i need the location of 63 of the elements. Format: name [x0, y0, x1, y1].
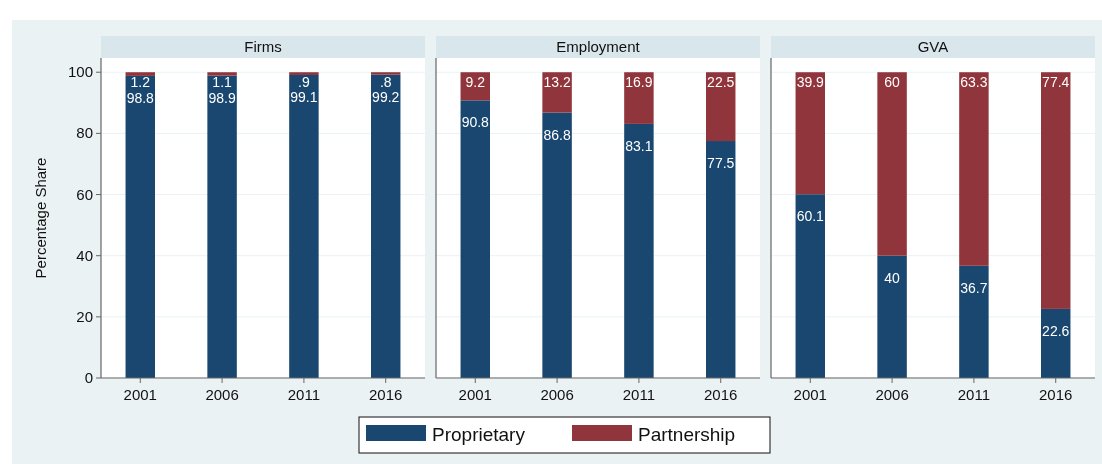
data-label: 16.9 — [625, 74, 653, 91]
bar — [959, 265, 989, 378]
bar — [460, 100, 490, 378]
data-label: 98.9 — [208, 89, 236, 106]
x-tick-label: 2006 — [875, 386, 909, 403]
chart-title: Employment — [556, 38, 641, 55]
data-label: 22.5 — [707, 74, 735, 91]
legend-label: Proprietary — [432, 424, 526, 445]
bar — [877, 72, 907, 256]
bar — [959, 72, 989, 266]
x-tick-label: 2016 — [369, 386, 403, 403]
data-label: 83.1 — [625, 137, 653, 154]
data-label: 22.6 — [1042, 322, 1070, 339]
y-tick-label: 100 — [67, 63, 93, 81]
y-tick-label: 40 — [76, 246, 93, 264]
x-tick-label: 2006 — [540, 386, 574, 403]
data-label: 40 — [884, 269, 901, 286]
data-label: 63.3 — [960, 74, 988, 91]
y-axis-title: Percentage Share — [32, 157, 49, 279]
y-tick-label: 60 — [76, 185, 93, 203]
data-label: 60 — [884, 74, 901, 91]
data-label: 13.2 — [543, 74, 571, 91]
data-label: 77.5 — [707, 155, 735, 172]
data-label: 1.2 — [130, 74, 151, 91]
bar — [1041, 72, 1071, 309]
data-label: 86.8 — [543, 126, 571, 143]
y-tick-label: 20 — [76, 307, 93, 325]
bar — [542, 112, 572, 378]
data-label: 36.7 — [960, 279, 988, 296]
data-label: 1.1 — [212, 74, 233, 91]
y-tick-label: 80 — [76, 124, 93, 142]
x-tick-label: 2011 — [287, 386, 321, 403]
data-label: 90.8 — [461, 114, 490, 131]
x-tick-label: 2011 — [622, 386, 656, 403]
bar — [624, 123, 654, 378]
data-label: 60.1 — [796, 208, 825, 225]
x-tick-label: 2016 — [1039, 386, 1073, 403]
x-tick-label: 2001 — [793, 386, 827, 403]
bar — [706, 72, 736, 142]
chart-title: Firms — [244, 38, 282, 55]
x-tick-label: 2001 — [458, 386, 492, 403]
legend-label: Partnership — [638, 424, 736, 445]
x-tick-label: 2006 — [205, 386, 239, 403]
x-tick-label: 2016 — [704, 386, 738, 403]
bar — [795, 72, 825, 195]
data-label: 9.2 — [465, 74, 486, 91]
bar — [795, 194, 825, 378]
bar — [877, 255, 907, 378]
data-label: 98.8 — [126, 89, 155, 106]
bar — [1041, 308, 1071, 378]
x-tick-label: 2011 — [957, 386, 991, 403]
data-label: 99.1 — [290, 88, 318, 105]
data-label: 77.4 — [1042, 74, 1070, 91]
data-label: .8 — [379, 74, 392, 91]
x-tick-label: 2001 — [123, 386, 157, 403]
chart-title: GVA — [917, 38, 949, 55]
y-tick-label: 0 — [84, 369, 93, 386]
data-label: 39.9 — [796, 74, 825, 91]
data-label: 99.2 — [372, 88, 400, 105]
bar — [706, 141, 736, 378]
bar — [624, 72, 654, 124]
data-label: .9 — [298, 74, 310, 91]
bar — [542, 72, 572, 113]
